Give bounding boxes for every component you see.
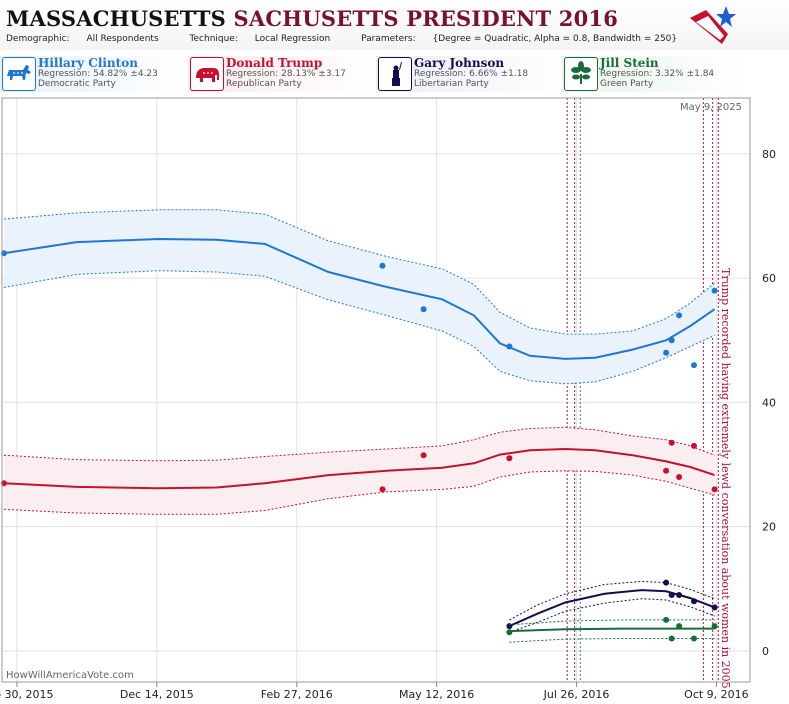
axes: 0 20 40 60 80 Sep 30, 2015 Dec 14, 2015 Feb 27,… <box>0 148 776 701</box>
poll-point <box>676 592 683 598</box>
liberty-icon <box>378 57 412 91</box>
x-tick-label: Sep 30, 2015 <box>0 688 54 701</box>
donkey-icon <box>2 57 36 91</box>
technique-value: Local Regression <box>254 34 331 44</box>
candidate-name: Gary Johnson <box>414 56 505 70</box>
candidate-name: Donald Trump <box>226 56 323 70</box>
candidate-card-clinton[interactable]: Hillary Clinton Regression: 54.82% ±4.23… <box>0 56 186 92</box>
candidate-party: Green Party <box>600 79 654 89</box>
poll-point <box>691 442 697 449</box>
poll-point <box>668 635 675 642</box>
candidate-card-stein[interactable]: Jill Stein Regression: 3.32% ±1.84 Green… <box>562 56 748 92</box>
event-lines <box>566 98 719 682</box>
x-tick-label: Dec 14, 2015 <box>120 688 194 701</box>
poll-point <box>379 486 386 493</box>
candidate-card-johnson[interactable]: Gary Johnson Regression: 6.66% ±1.18 Lib… <box>376 56 562 92</box>
y-tick-label: 20 <box>762 521 776 534</box>
parameters-line: Demographic: All Respondents Technique: … <box>6 34 705 44</box>
elephant-icon <box>190 57 224 91</box>
poll-point <box>711 604 718 611</box>
series-jill-stein <box>506 616 718 643</box>
poll-point <box>379 262 386 269</box>
poll-point <box>691 635 697 642</box>
candidate-card-trump[interactable]: Donald Trump Regression: 28.13% ±3.17 Re… <box>188 56 374 92</box>
y-tick-label: 0 <box>762 645 769 658</box>
y-tick-label: 40 <box>762 396 776 409</box>
lower-bound-line <box>3 470 715 515</box>
regression-line <box>3 447 715 490</box>
upper-bound-line <box>509 619 715 626</box>
poll-point <box>691 598 697 605</box>
watermark: HowWillAmericaVote.com <box>6 670 134 681</box>
site-logo-icon[interactable] <box>688 4 736 48</box>
y-tick-label: 80 <box>762 148 776 161</box>
poll-point <box>711 623 718 630</box>
poll-point <box>676 474 683 480</box>
poll-point <box>663 616 670 623</box>
technique-label: Technique: <box>189 34 238 44</box>
candidate-party: Republican Party <box>226 79 302 89</box>
poll-point <box>506 343 513 350</box>
poll-point <box>711 287 718 294</box>
x-tick-label: Feb 27, 2016 <box>261 688 333 701</box>
poll-point <box>691 362 697 369</box>
y-tick-label: 60 <box>762 272 776 285</box>
demographic-value: All Respondents <box>86 34 159 44</box>
leaf-icon <box>564 57 598 91</box>
series-donald-trump <box>0 426 718 515</box>
candidate-regression: Regression: 3.32% ±1.84 <box>600 69 715 79</box>
poll-point <box>663 579 670 586</box>
regression-line <box>508 589 715 628</box>
lower-bound-line <box>509 598 715 633</box>
poll-point <box>676 312 683 319</box>
poll-point <box>420 452 427 459</box>
candidate-name: Jill Stein <box>600 56 659 70</box>
x-tick-label: Jul 26, 2016 <box>543 688 610 701</box>
title-rest: SACHUSETTS PRESIDENT 2016 <box>233 6 619 31</box>
poll-point <box>506 455 513 462</box>
lower-bound-line <box>509 638 715 643</box>
demographic-label: Demographic: <box>6 34 70 44</box>
series-gary-johnson <box>506 579 718 633</box>
poll-point <box>668 592 675 598</box>
parameters-label: Parameters: <box>361 34 416 44</box>
parameters-value: {Degree = Quadratic, Alpha = 0.8, Bandwi… <box>432 34 678 44</box>
poll-point <box>663 349 670 356</box>
candidate-legend: Hillary Clinton Regression: 54.82% ±4.23… <box>0 56 789 92</box>
upper-bound-line <box>3 209 715 335</box>
candidate-regression: Regression: 6.66% ±1.18 <box>414 69 529 79</box>
title-state: MASSACHUSETTS <box>6 6 227 31</box>
regression-line <box>3 237 716 360</box>
x-tick-label: Oct 9, 2016 <box>684 688 749 701</box>
grid <box>2 98 750 682</box>
upper-bound-line <box>3 426 715 462</box>
plot-frame <box>1 97 751 683</box>
poll-point <box>663 467 670 474</box>
candidate-name: Hillary Clinton <box>38 56 138 70</box>
series-layer <box>0 209 718 643</box>
candidate-party: Democratic Party <box>38 79 116 89</box>
poll-point <box>506 629 513 636</box>
confidence-band <box>3 427 715 515</box>
date-stamp: May 9, 2025 <box>680 102 742 113</box>
header-bar: MASSACHUSETTS SACHUSETTS PRESIDENT 2016 … <box>0 0 789 50</box>
candidate-regression: Regression: 54.82% ±4.23 <box>38 69 158 79</box>
poll-point <box>711 486 718 493</box>
poll-point <box>420 306 427 313</box>
regression-line <box>509 627 715 633</box>
poll-point <box>676 623 683 630</box>
confidence-band <box>3 209 715 384</box>
page-title: MASSACHUSETTS SACHUSETTS PRESIDENT 2016 <box>6 6 618 31</box>
event-annotation: Trump recorded having extremely lewd con… <box>719 268 732 689</box>
poll-point <box>506 623 513 630</box>
poll-point <box>668 337 675 344</box>
candidate-regression: Regression: 28.13% ±3.17 <box>226 69 346 79</box>
x-tick-label: May 12, 2016 <box>399 688 474 701</box>
upper-bound-line <box>509 580 715 621</box>
candidate-party: Libertarian Party <box>414 79 489 89</box>
series-hillary-clinton <box>0 209 718 385</box>
poll-point <box>668 439 675 446</box>
